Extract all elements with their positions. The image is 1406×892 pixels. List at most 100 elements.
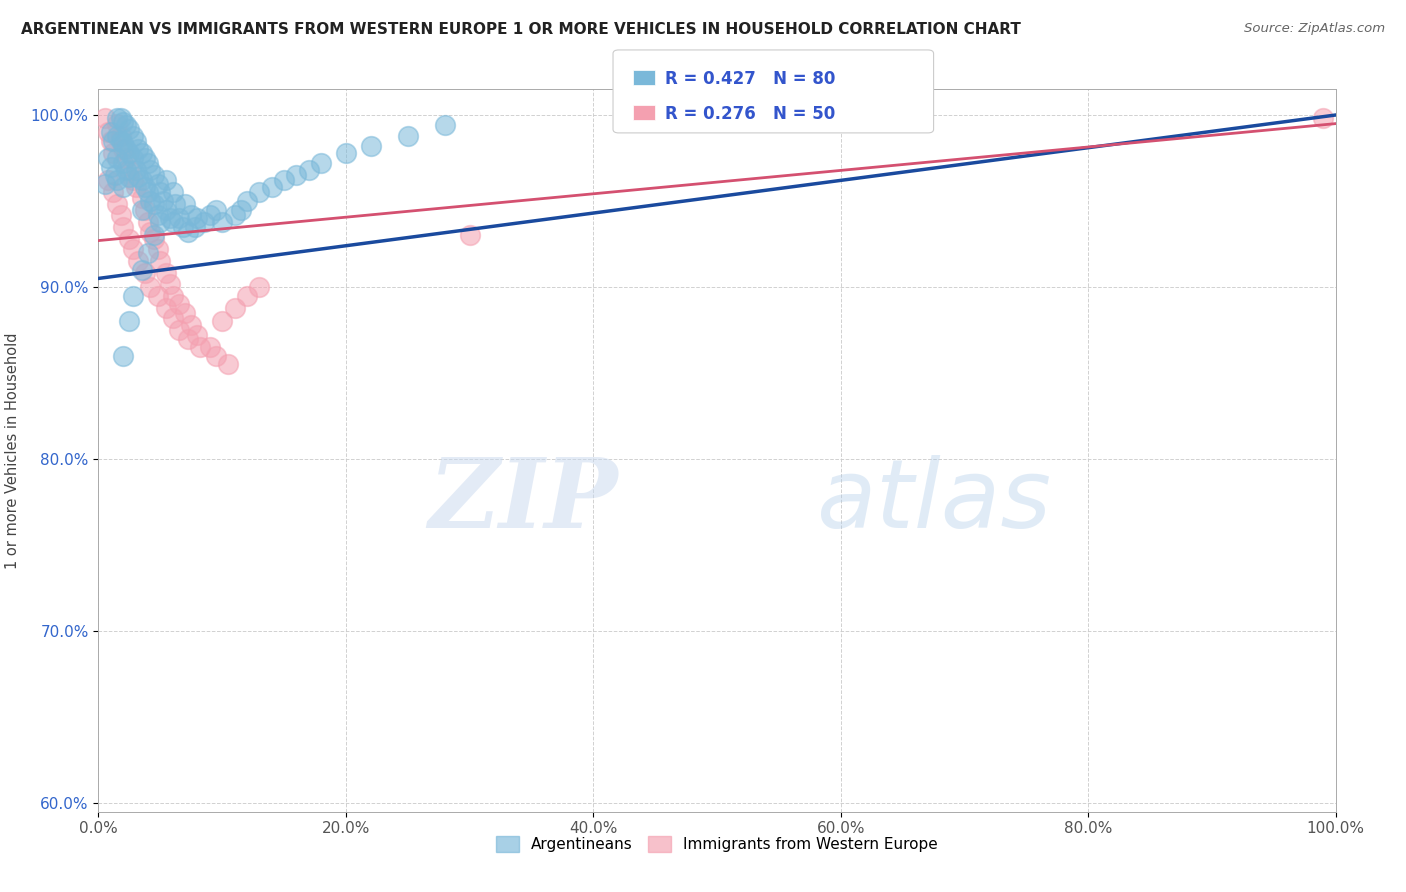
Point xyxy=(458,228,481,243)
Point xyxy=(188,340,211,354)
Point xyxy=(105,197,128,211)
Point xyxy=(134,202,156,217)
Point xyxy=(186,328,208,343)
Point xyxy=(247,280,270,294)
Point xyxy=(103,186,125,200)
Point xyxy=(118,314,141,328)
Point xyxy=(110,208,132,222)
Point xyxy=(176,332,198,346)
Point xyxy=(118,145,141,160)
Text: R = 0.427   N = 80: R = 0.427 N = 80 xyxy=(665,70,835,88)
Point xyxy=(360,139,382,153)
Point xyxy=(186,211,208,226)
Point xyxy=(162,186,184,200)
Point xyxy=(110,112,132,126)
Point xyxy=(100,134,122,148)
Point xyxy=(105,128,128,143)
Point xyxy=(134,266,156,280)
Point xyxy=(174,306,197,320)
Point xyxy=(172,219,194,234)
Point xyxy=(205,202,228,217)
Point xyxy=(105,151,128,165)
Point xyxy=(131,262,153,277)
Point xyxy=(217,358,239,372)
Point xyxy=(143,228,166,243)
Point xyxy=(198,340,221,354)
Point xyxy=(105,117,128,131)
Point xyxy=(112,136,135,150)
Point xyxy=(273,173,295,187)
Text: ZIP: ZIP xyxy=(429,454,619,548)
Point xyxy=(180,208,202,222)
Point xyxy=(260,180,283,194)
Point xyxy=(93,112,115,126)
Point xyxy=(162,310,184,325)
Point xyxy=(152,194,174,208)
Point xyxy=(193,215,215,229)
Point xyxy=(146,177,169,191)
Point xyxy=(100,125,122,139)
Point xyxy=(205,349,228,363)
Text: Source: ZipAtlas.com: Source: ZipAtlas.com xyxy=(1244,22,1385,36)
Point xyxy=(112,142,135,156)
Point xyxy=(155,301,177,315)
Point xyxy=(136,245,159,260)
Point xyxy=(149,215,172,229)
Point xyxy=(131,173,153,187)
Point xyxy=(118,121,141,136)
Point xyxy=(149,186,172,200)
Point xyxy=(114,142,136,156)
Point xyxy=(211,215,233,229)
Legend: Argentineans, Immigrants from Western Europe: Argentineans, Immigrants from Western Eu… xyxy=(489,830,945,858)
Point xyxy=(396,128,419,143)
Point xyxy=(127,254,149,268)
Point xyxy=(118,232,141,246)
Point xyxy=(124,163,146,178)
Point xyxy=(122,173,145,187)
Point xyxy=(97,151,120,165)
Point xyxy=(122,288,145,302)
Point xyxy=(309,156,332,170)
Point xyxy=(236,194,259,208)
Point xyxy=(131,202,153,217)
Point xyxy=(180,318,202,332)
Point xyxy=(167,323,190,337)
Text: atlas: atlas xyxy=(815,455,1052,548)
Point xyxy=(159,211,181,226)
Point xyxy=(236,288,259,302)
Point xyxy=(159,277,181,291)
Point xyxy=(335,145,357,160)
Point xyxy=(143,197,166,211)
Point xyxy=(103,168,125,182)
Point xyxy=(139,225,162,239)
Point xyxy=(122,242,145,256)
Text: R = 0.276   N = 50: R = 0.276 N = 50 xyxy=(665,105,835,123)
Point xyxy=(139,280,162,294)
Point xyxy=(134,151,156,165)
Point xyxy=(136,186,159,200)
Point xyxy=(124,180,146,194)
Point xyxy=(136,215,159,229)
Point xyxy=(114,118,136,132)
Point xyxy=(127,142,149,156)
Point xyxy=(165,197,187,211)
Point xyxy=(211,314,233,328)
Point xyxy=(149,254,172,268)
Point xyxy=(247,186,270,200)
Point xyxy=(110,128,132,143)
Y-axis label: 1 or more Vehicles in Household: 1 or more Vehicles in Household xyxy=(4,332,20,569)
Point xyxy=(112,349,135,363)
Point xyxy=(146,208,169,222)
Point xyxy=(184,219,207,234)
Point xyxy=(139,194,162,208)
Point xyxy=(105,112,128,126)
Point xyxy=(124,134,146,148)
Point xyxy=(143,168,166,182)
Point xyxy=(155,266,177,280)
Point xyxy=(162,215,184,229)
Point xyxy=(105,173,128,187)
Point xyxy=(224,208,246,222)
Point xyxy=(93,177,115,191)
Point xyxy=(122,151,145,165)
Point xyxy=(114,151,136,165)
